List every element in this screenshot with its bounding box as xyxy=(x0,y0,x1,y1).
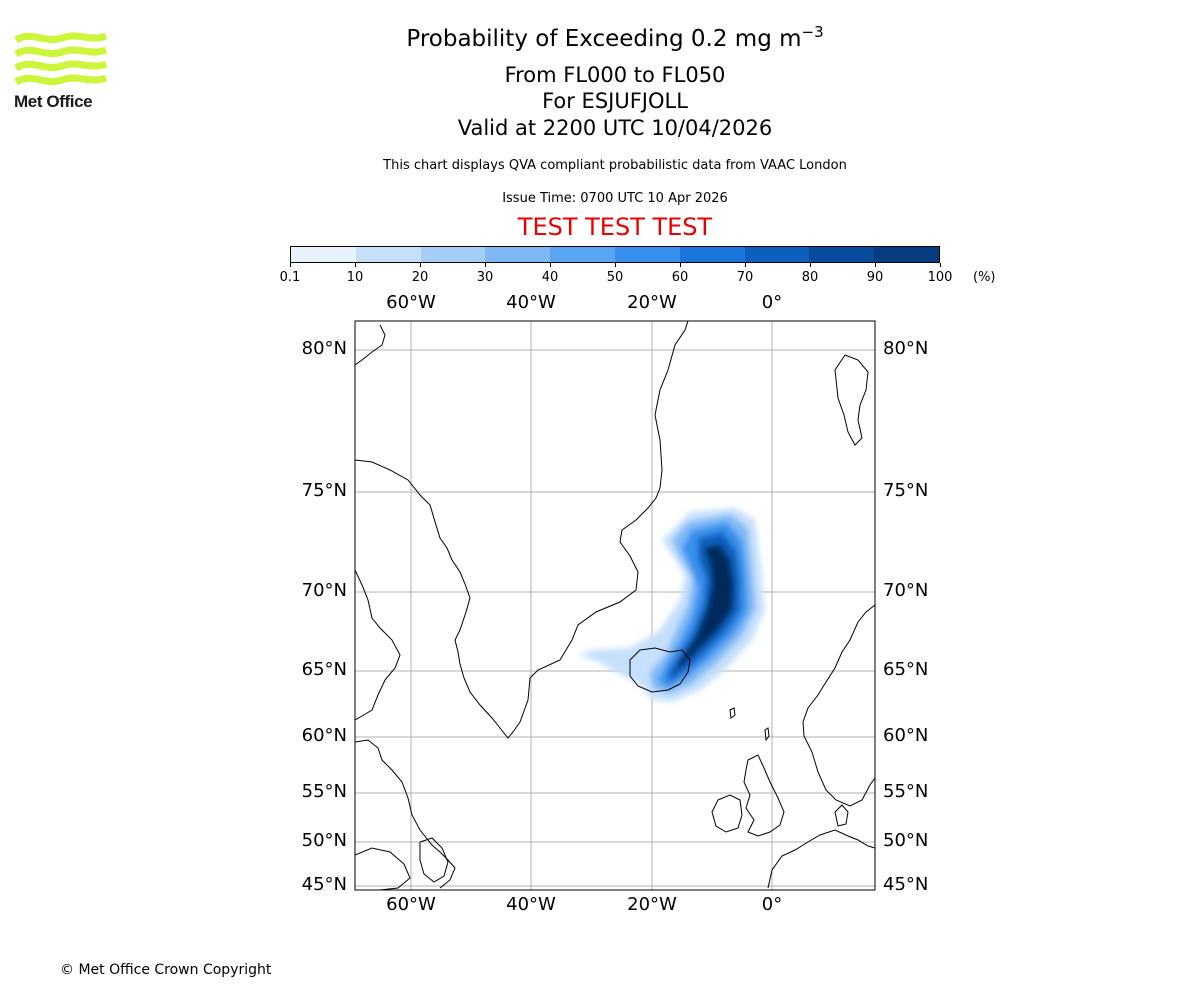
valid-time: Valid at 2200 UTC 10/04/2026 xyxy=(457,116,773,140)
colorbar-segment xyxy=(679,247,745,262)
lat-label-right: 65°N xyxy=(883,659,929,680)
lat-label-left: 65°N xyxy=(301,659,347,680)
lat-label-left: 45°N xyxy=(301,874,347,895)
chart-description: This chart displays QVA compliant probab… xyxy=(383,158,847,173)
coastline-baffin xyxy=(355,569,401,721)
colorbar-tick-label: 20 xyxy=(411,270,429,285)
coastlines xyxy=(355,321,875,890)
lon-label-top: 60°W xyxy=(386,292,436,313)
colorbar-tick xyxy=(354,263,356,267)
copyright: © Met Office Crown Copyright xyxy=(60,962,272,978)
lat-label-left: 75°N xyxy=(301,480,347,501)
coastline-labrador xyxy=(355,739,456,889)
lat-label-right: 55°N xyxy=(883,781,929,802)
coastline-great-britain xyxy=(743,754,785,837)
coastline-faroes xyxy=(729,707,736,719)
lat-label-left: 60°N xyxy=(301,725,347,746)
coastline-shetland xyxy=(764,727,770,742)
coastline-quebec xyxy=(355,847,411,890)
coastline-ireland xyxy=(711,794,743,833)
colorbar-segment xyxy=(355,247,421,262)
colorbar-tick-label: 30 xyxy=(476,270,494,285)
colorbar-tick xyxy=(679,263,681,267)
colorbar-tick-label: 80 xyxy=(801,270,819,285)
colorbar-tick xyxy=(549,263,551,267)
coastline-greenland xyxy=(355,321,689,739)
colorbar-tick xyxy=(419,263,421,267)
colorbar-tick-label: 100 xyxy=(927,270,953,285)
lat-label-right: 80°N xyxy=(883,338,929,359)
lon-label-bottom: 0° xyxy=(761,894,783,915)
lon-label-top: 20°W xyxy=(627,292,677,313)
colorbar-segment xyxy=(809,247,875,262)
colorbar-segment xyxy=(291,247,356,262)
lat-label-left: 80°N xyxy=(301,338,347,359)
colorbar-segment xyxy=(485,247,551,262)
plume-band-90 xyxy=(676,544,734,672)
coastline-europe xyxy=(767,829,875,889)
met-office-logo: Met Office xyxy=(14,30,109,112)
met-office-waves-icon xyxy=(14,32,108,86)
colorbar-tick-label: 10 xyxy=(346,270,364,285)
coastline-ellesmere xyxy=(355,324,386,366)
lat-label-right: 50°N xyxy=(883,830,929,851)
volcano-name: For ESJUFJOLL xyxy=(542,89,688,113)
colorbar-tick-label: 0.1 xyxy=(279,270,301,285)
flight-level-range: From FL000 to FL050 xyxy=(504,63,726,87)
lat-label-right: 75°N xyxy=(883,480,929,501)
colorbar-tick xyxy=(614,263,616,267)
colorbar-tick-label: 40 xyxy=(541,270,559,285)
coastline-denmark xyxy=(834,804,849,827)
lat-label-left: 70°N xyxy=(301,580,347,601)
colorbar-tick-label: 50 xyxy=(606,270,624,285)
coastline-newfoundland xyxy=(419,837,449,883)
colorbar-segment xyxy=(614,247,680,262)
lon-label-top: 0° xyxy=(761,292,783,313)
lon-label-bottom: 20°W xyxy=(627,894,677,915)
coastline-svalbard xyxy=(834,354,869,446)
colorbar-segment xyxy=(550,247,615,262)
graticule xyxy=(355,321,875,890)
colorbar xyxy=(290,246,940,263)
issue-time: Issue Time: 0700 UTC 10 Apr 2026 xyxy=(502,191,728,206)
lon-label-top: 40°W xyxy=(506,292,556,313)
map-frame xyxy=(354,320,876,891)
lat-label-left: 55°N xyxy=(301,781,347,802)
colorbar-unit: (%) xyxy=(973,270,996,285)
lat-label-right: 60°N xyxy=(883,725,929,746)
lon-label-bottom: 40°W xyxy=(506,894,556,915)
coastline-scandinavia xyxy=(802,604,875,807)
colorbar-tick xyxy=(744,263,746,267)
colorbar-tick xyxy=(289,263,291,267)
colorbar-tick xyxy=(484,263,486,267)
lat-label-left: 50°N xyxy=(301,830,347,851)
lat-label-right: 45°N xyxy=(883,874,929,895)
lat-label-right: 70°N xyxy=(883,580,929,601)
colorbar-segment xyxy=(744,247,810,262)
test-banner: TEST TEST TEST xyxy=(517,213,713,241)
colorbar-segment xyxy=(874,247,939,262)
map-background xyxy=(355,321,875,890)
colorbar-segment xyxy=(420,247,486,262)
colorbar-tick-label: 60 xyxy=(671,270,689,285)
logo-text: Met Office xyxy=(14,92,93,111)
colorbar-tick xyxy=(874,263,876,267)
lon-label-bottom: 60°W xyxy=(386,894,436,915)
colorbar-tick xyxy=(939,263,941,267)
ash-plume xyxy=(580,508,765,702)
colorbar-tick-label: 90 xyxy=(866,270,884,285)
coastline-iceland xyxy=(629,647,691,693)
colorbar-tick-label: 70 xyxy=(736,270,754,285)
colorbar-tick xyxy=(809,263,811,267)
chart-title: Probability of Exceeding 0.2 mg m−3 xyxy=(406,23,824,53)
